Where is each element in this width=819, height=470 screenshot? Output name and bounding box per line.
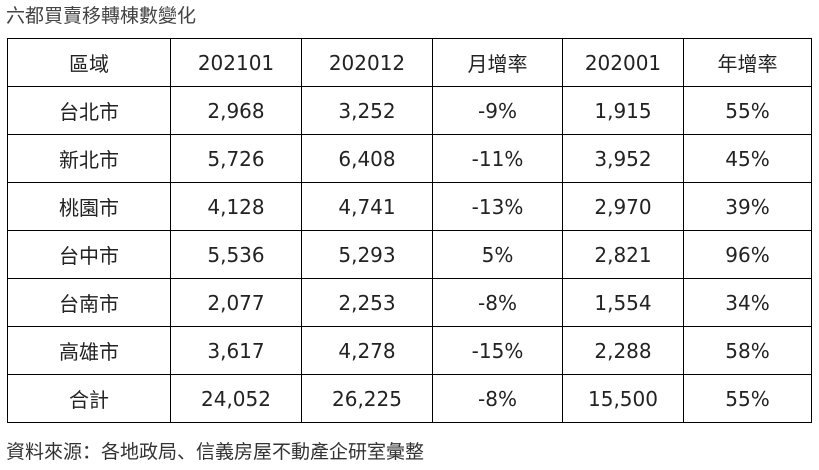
table-row: 高雄市 3,617 4,278 -15% 2,288 58%: [7, 326, 812, 375]
cell-202101: 3,617: [170, 326, 302, 375]
cell-202001: 1,915: [562, 86, 684, 135]
cell-region: 新北市: [7, 134, 171, 183]
cell-202001: 2,821: [562, 230, 684, 279]
header-202101: 202101: [170, 38, 302, 87]
cell-202001: 2,288: [562, 326, 684, 375]
cell-region: 台北市: [7, 86, 171, 135]
table-row: 台南市 2,077 2,253 -8% 1,554 34%: [7, 278, 812, 327]
header-yearly-change: 年增率: [683, 38, 812, 87]
header-202012: 202012: [301, 38, 433, 87]
table-row: 新北市 5,726 6,408 -11% 3,952 45%: [7, 134, 812, 183]
cell-monthly-change: -8%: [432, 278, 563, 327]
cell-202001: 15,500: [562, 374, 684, 423]
cell-202012: 4,741: [301, 182, 433, 231]
cell-yearly-change: 96%: [683, 230, 812, 279]
table-row: 台北市 2,968 3,252 -9% 1,915 55%: [7, 86, 812, 135]
cell-202001: 3,952: [562, 134, 684, 183]
cell-202101: 5,726: [170, 134, 302, 183]
cell-monthly-change: 5%: [432, 230, 563, 279]
transfer-table: 區域 202101 202012 月增率 202001 年增率 台北市 2,96…: [7, 38, 812, 423]
cell-202001: 1,554: [562, 278, 684, 327]
header-202001: 202001: [562, 38, 684, 87]
cell-202012: 26,225: [301, 374, 433, 423]
table-header-row: 區域 202101 202012 月增率 202001 年增率: [7, 38, 812, 87]
cell-region: 台中市: [7, 230, 171, 279]
cell-202101: 2,077: [170, 278, 302, 327]
cell-yearly-change: 45%: [683, 134, 812, 183]
header-monthly-change: 月增率: [432, 38, 563, 87]
header-region: 區域: [7, 38, 171, 87]
cell-202012: 5,293: [301, 230, 433, 279]
cell-202101: 4,128: [170, 182, 302, 231]
cell-202001: 2,970: [562, 182, 684, 231]
cell-202101: 5,536: [170, 230, 302, 279]
cell-yearly-change: 55%: [683, 374, 812, 423]
page-title: 六都買賣移轉棟數變化: [6, 5, 197, 27]
cell-202012: 6,408: [301, 134, 433, 183]
cell-monthly-change: -8%: [432, 374, 563, 423]
cell-202012: 2,253: [301, 278, 433, 327]
cell-region: 合計: [7, 374, 171, 423]
cell-region: 桃園市: [7, 182, 171, 231]
cell-202012: 3,252: [301, 86, 433, 135]
cell-monthly-change: -11%: [432, 134, 563, 183]
cell-monthly-change: -9%: [432, 86, 563, 135]
cell-region: 台南市: [7, 278, 171, 327]
cell-monthly-change: -13%: [432, 182, 563, 231]
table-row: 桃園市 4,128 4,741 -13% 2,970 39%: [7, 182, 812, 231]
table-row: 台中市 5,536 5,293 5% 2,821 96%: [7, 230, 812, 279]
cell-region: 高雄市: [7, 326, 171, 375]
cell-monthly-change: -15%: [432, 326, 563, 375]
cell-yearly-change: 39%: [683, 182, 812, 231]
cell-yearly-change: 58%: [683, 326, 812, 375]
table-total-row: 合計 24,052 26,225 -8% 15,500 55%: [7, 374, 812, 423]
source-note: 資料來源：各地政局、信義房屋不動產企研室彙整: [6, 441, 425, 463]
cell-202101: 2,968: [170, 86, 302, 135]
cell-202101: 24,052: [170, 374, 302, 423]
cell-yearly-change: 34%: [683, 278, 812, 327]
cell-yearly-change: 55%: [683, 86, 812, 135]
cell-202012: 4,278: [301, 326, 433, 375]
